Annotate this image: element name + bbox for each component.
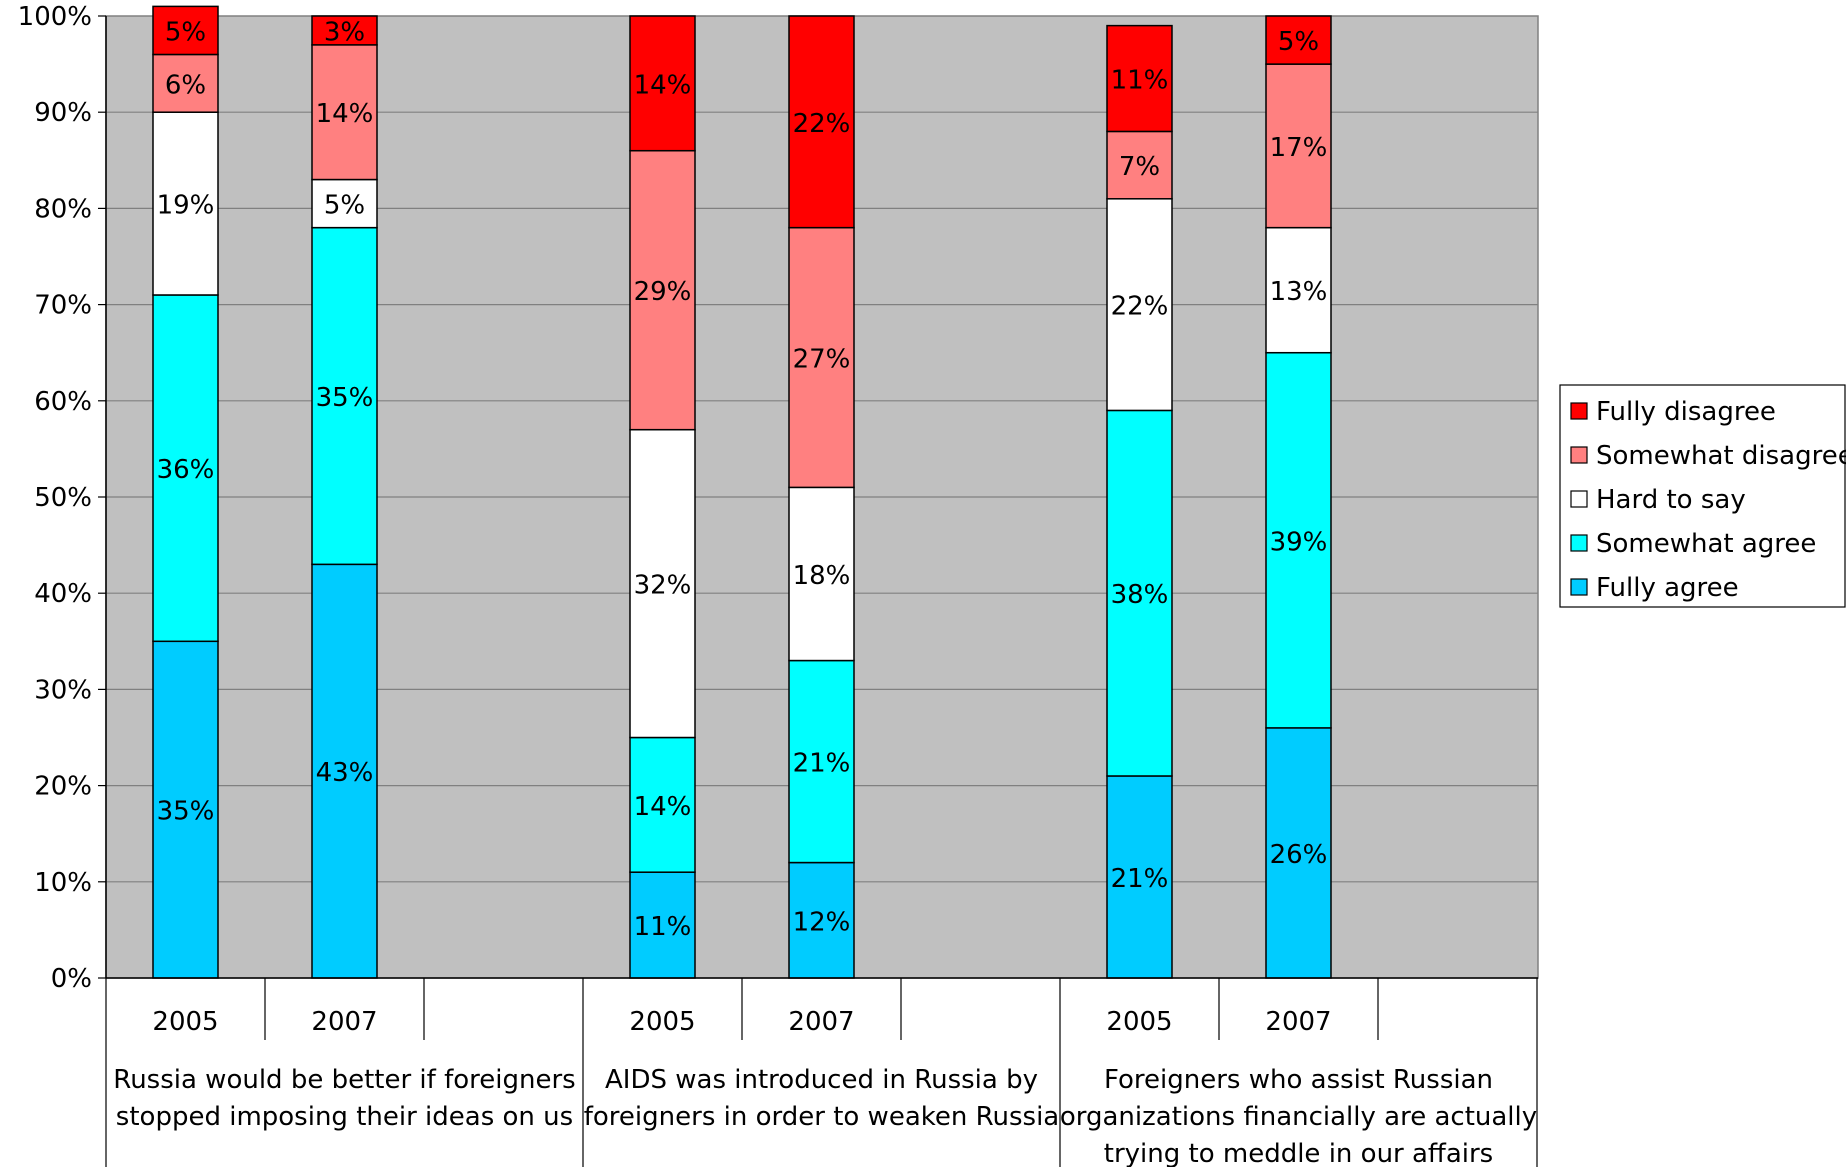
y-tick-label: 100% [18,2,92,32]
legend-swatch [1570,490,1588,508]
legend-swatch [1570,402,1588,420]
y-tick-label: 20% [34,772,92,802]
data-label: 35% [157,797,215,827]
data-label: 13% [1270,277,1328,307]
data-label: 12% [793,907,851,937]
legend-box [1559,384,1846,608]
data-label: 3% [324,17,365,47]
data-label: 43% [316,758,374,788]
legend-swatch [1570,446,1588,464]
data-label: 22% [1111,292,1169,322]
x-category-label: 2005 [152,1007,218,1037]
x-group-label: Foreigners who assist Russian organizatio… [1060,1065,1537,1167]
legend-label: Fully disagree [1596,397,1776,427]
bar-segment-fully-agree [152,640,219,979]
data-labels: 35% 36% 19% 6% 5% 43% 35% 5% 14% 3% 11% 14% 32% 29% 14… [157,17,1328,942]
bar-segment-hard-to-say [629,428,696,739]
data-label: 36% [157,455,215,485]
data-label: 5% [1278,27,1319,57]
data-label: 7% [1119,152,1160,182]
data-label: 21% [793,749,851,779]
legend: Fully disagree Somewhat disagree Hard to s… [1559,384,1846,608]
y-tick-label: 80% [34,194,92,224]
y-tick-label: 10% [34,868,92,898]
y-tick-label: 30% [34,675,92,705]
bar-segment-somewhat-disagree [311,44,378,181]
data-label: 29% [634,277,692,307]
bar-segment-somewhat-agree [311,226,378,566]
x-category-label: 2007 [311,1007,377,1037]
x-group-label: AIDS was introduced in Russia by foreigne… [584,1065,1060,1132]
x-axis: 2005 2007 2005 2007 2005 2007 Russia would be … [105,977,1538,1169]
bar-segment-fully-agree [788,861,855,979]
x-category-label: 2007 [1265,1007,1331,1037]
data-label: 5% [165,17,206,47]
bar-segment-somewhat-disagree [788,226,855,489]
data-label: 14% [634,70,692,100]
bar-segment-fully-disagree [1106,24,1173,133]
bar-segment-somewhat-disagree [152,53,219,113]
bar-segment-somewhat-disagree [1106,130,1173,200]
legend-label: Fully agree [1596,573,1739,603]
data-label: 27% [793,345,851,375]
bar-segment-hard-to-say [1106,198,1173,412]
data-label: 26% [1270,840,1328,870]
legend-swatch [1570,534,1588,552]
data-label: 18% [793,561,851,591]
data-label: 39% [1270,527,1328,557]
bar-segment-hard-to-say [311,178,378,229]
bar-segment-fully-agree [1106,775,1173,979]
bar-segment-somewhat-disagree [629,149,696,431]
y-tick-label: 70% [34,291,92,321]
data-label: 32% [634,571,692,601]
data-label: 11% [1111,66,1169,96]
y-axis-ticks: 0% 10% 20% 30% 40% 50% 60% 70% 80% 90% 100% [18,2,107,994]
y-tick-label: 0% [51,964,92,994]
data-label: 5% [324,191,365,221]
bar-segment-fully-disagree [1265,15,1332,65]
data-label: 14% [316,99,374,129]
bar-segment-somewhat-disagree [1265,63,1332,229]
bar-segment-fully-disagree [629,15,696,152]
y-tick-label: 50% [34,483,92,513]
data-label: 21% [1111,864,1169,894]
data-label: 17% [1270,133,1328,163]
bar-segment-somewhat-agree [1265,351,1332,729]
legend-label: Somewhat agree [1596,529,1816,559]
x-category-label: 2007 [788,1007,854,1037]
bar-segment-fully-agree [311,563,378,979]
y-tick-label: 60% [34,387,92,417]
legend-label: Somewhat disagree [1596,441,1846,471]
y-tick-label: 40% [34,579,92,609]
data-label: 6% [165,70,206,100]
bar-segment-somewhat-agree [1106,409,1173,777]
x-group-label: Russia would be better if foreigners stop… [113,1065,575,1132]
y-tick-label: 90% [34,98,92,128]
data-label: 38% [1111,580,1169,610]
bar-segment-fully-disagree [788,15,855,229]
data-label: 19% [157,191,215,221]
legend-swatch [1570,578,1588,596]
data-label: 35% [316,383,374,413]
bar-segment-somewhat-agree [788,659,855,864]
data-label: 11% [634,912,692,942]
bar-segment-fully-disagree [152,5,219,56]
legend-label: Hard to say [1596,485,1746,515]
x-category-label: 2005 [1106,1007,1172,1037]
bar-segment-fully-disagree [311,15,378,46]
data-label: 22% [793,109,851,139]
x-category-label: 2005 [629,1007,695,1037]
data-label: 14% [634,792,692,822]
